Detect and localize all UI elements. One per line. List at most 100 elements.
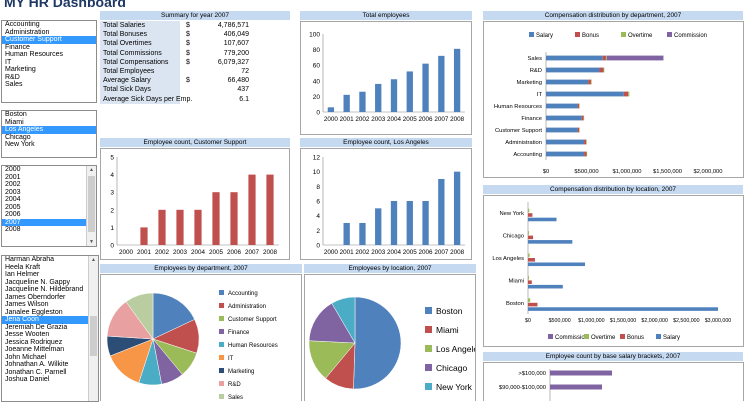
legend-label: Human Resources (228, 343, 278, 349)
bar (344, 95, 350, 112)
location-list-item[interactable]: Chicago (2, 134, 96, 142)
employee-list-scrollbar[interactable]: ▲ (88, 256, 98, 401)
x-tick-label: 2000 (324, 249, 339, 256)
department-list-item[interactable]: Accounting (2, 21, 96, 29)
legend-label: Marketing (228, 369, 254, 375)
summary-label: Total Employees (103, 67, 154, 76)
stacked-bar-segment (582, 116, 584, 121)
emp-by-dept-title: Employees by department, 2007 (100, 264, 302, 273)
department-list-item[interactable]: Human Resources (2, 51, 96, 59)
year-list-item[interactable]: 2002 (2, 181, 96, 189)
bar (359, 92, 365, 112)
x-tick-label: 2005 (209, 249, 224, 256)
year-list-item[interactable]: 2004 (2, 196, 96, 204)
bar (391, 79, 397, 112)
department-list-item[interactable]: Marketing (2, 66, 96, 74)
stacked-bar-segment (603, 56, 606, 61)
department-list-item[interactable]: Sales (2, 81, 96, 89)
department-list-item[interactable]: Administration (2, 29, 96, 37)
employee-list-item[interactable]: John Michael (2, 354, 98, 362)
employee-list-item[interactable]: Jacqueline N. Gappy (2, 279, 98, 287)
bar (391, 201, 397, 245)
employee-list-item[interactable]: Joshua Daniel (2, 376, 98, 384)
legend-swatch (425, 345, 432, 352)
bar (344, 223, 350, 245)
grouped-bar (528, 231, 529, 235)
employee-list-item[interactable]: Jacqueline N. Hildebrand (2, 286, 98, 294)
department-list-item[interactable]: IT (2, 59, 96, 67)
summary-label: Total Salaries (103, 21, 145, 30)
comp-by-dept-title: Compensation distribution by department,… (483, 11, 743, 20)
stacked-bar-segment (599, 68, 603, 73)
stacked-bar-segment (578, 128, 580, 133)
legend-swatch (219, 342, 224, 347)
employee-list-item[interactable]: Heela Kraft (2, 264, 98, 272)
summary-row: Total Employees 72 (100, 67, 252, 76)
department-list-item[interactable]: Finance (2, 44, 96, 52)
scroll-thumb[interactable] (90, 316, 97, 356)
employee-list-item[interactable]: Joeanne Mittelman (2, 346, 98, 354)
legend-swatch (667, 32, 672, 37)
stacked-bar-segment (587, 152, 588, 157)
y-tick-label: 3 (110, 190, 114, 197)
employee-list-item[interactable]: James Wilson (2, 301, 98, 309)
year-list-scrollbar[interactable]: ▲ ▼ (86, 166, 96, 246)
employee-list-item[interactable]: Jeremiah De Grazia (2, 324, 98, 332)
legend-label: New York (436, 382, 473, 392)
y-tick-label: 0 (316, 243, 320, 250)
summary-value: 406,049 (224, 30, 249, 39)
employee-list-item[interactable]: Jessica Rodriquez (2, 339, 98, 347)
x-tick-label: 2001 (137, 249, 152, 256)
summary-value: 4,786,571 (218, 21, 249, 30)
employee-list-item[interactable]: Jesse Wooten (2, 331, 98, 339)
year-list-item[interactable]: 2006 (2, 211, 96, 219)
location-list-item[interactable]: Miami (2, 119, 96, 127)
scroll-up-icon[interactable]: ▲ (87, 166, 96, 174)
category-label: Customer Support (495, 128, 542, 134)
category-label: Human Resources (494, 104, 542, 110)
category-label: R&D (530, 68, 542, 74)
department-list-item[interactable]: Customer Support (2, 36, 96, 44)
employee-list-item[interactable]: Jonathan C. Parnell (2, 369, 98, 377)
employee-list-item[interactable]: Jena Coon (2, 316, 98, 324)
x-tick-label: $1,000,000 (578, 318, 605, 324)
scroll-thumb[interactable] (88, 176, 95, 232)
location-list-item[interactable]: Los Angeles (2, 126, 96, 134)
year-list-item[interactable]: 2000 (2, 166, 96, 174)
bar (454, 172, 460, 245)
summary-label: Total Overtimes (103, 39, 152, 48)
year-list-item[interactable]: 2008 (2, 226, 96, 234)
legend-label: Commission (555, 335, 588, 341)
y-tick-label: 2 (316, 228, 320, 235)
bar (438, 179, 444, 245)
scroll-down-icon[interactable]: ▼ (87, 238, 96, 246)
scroll-up-icon[interactable]: ▲ (89, 256, 98, 264)
x-tick-label: 2007 (245, 249, 260, 256)
employee-list-item[interactable]: Ian Helmer (2, 271, 98, 279)
year-list-item[interactable]: 2003 (2, 189, 96, 197)
year-list-item[interactable]: 2001 (2, 174, 96, 182)
employee-list-item[interactable]: Harman Abraha (2, 256, 98, 264)
legend-swatch (548, 334, 553, 339)
location-list-item[interactable]: New York (2, 141, 96, 149)
year-list-item[interactable]: 2005 (2, 204, 96, 212)
employee-list-item[interactable]: Johnathan A. Wilkite (2, 361, 98, 369)
year-list-item[interactable]: 2007 (2, 219, 96, 227)
legend-label: Los Angeles (436, 344, 475, 354)
legend-swatch (621, 32, 626, 37)
x-tick-label: 2000 (324, 116, 339, 123)
legend-label: Sales (228, 395, 243, 401)
location-list-item[interactable]: Boston (2, 111, 96, 119)
legend-label: Salary (663, 335, 680, 341)
department-list-item[interactable]: R&D (2, 74, 96, 82)
summary-value: 72 (241, 67, 249, 76)
employee-list-item[interactable]: James Oberndorfer (2, 294, 98, 302)
employee-list-item[interactable]: Janalee Eggleston (2, 309, 98, 317)
stacked-bar-segment (591, 80, 592, 85)
